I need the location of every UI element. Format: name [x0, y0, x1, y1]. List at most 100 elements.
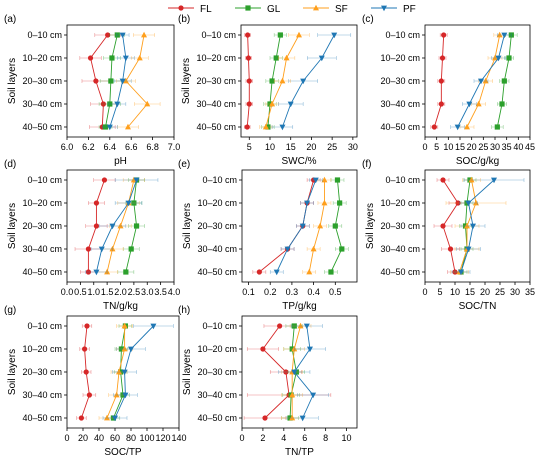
data-point: [86, 392, 92, 398]
data-point: [277, 323, 283, 329]
y-tick-label: 40–50 cm: [380, 122, 420, 132]
x-tick-label: 20: [78, 433, 88, 443]
panel-g: (g) 0–10 cm 10–20 cm 20–30 cm 30–40 cm 40–50 …: [4, 305, 187, 458]
x-tick-label: 100: [139, 433, 154, 443]
x-axis-label: SOC/TN: [459, 301, 497, 312]
x-axis-label: pH: [114, 156, 127, 167]
panel-h: (h) 0–10 cm 10–20 cm 20–30 cm 30–40 cm 40–50 …: [178, 305, 358, 458]
y-tick-label: 20–30 cm: [197, 221, 237, 231]
y-tick-label: 20–30 cm: [196, 76, 236, 86]
data-point: [318, 55, 325, 62]
series-fl: [244, 32, 253, 130]
data-point: [114, 101, 121, 108]
panel-label: (b): [178, 14, 190, 25]
data-point: [82, 346, 88, 352]
x-tick-label: 6.6: [125, 142, 138, 152]
data-point: [93, 200, 100, 206]
data-point: [287, 101, 294, 108]
data-point: [262, 123, 269, 130]
data-point: [306, 268, 313, 275]
data-point: [296, 31, 302, 38]
x-tick-label: 15: [455, 142, 465, 152]
panel-b: (b) 0–10 cm 10–20 cm 20–30 cm 30–40 cm 40–50 …: [178, 14, 358, 167]
data-point: [464, 123, 470, 130]
legend-label: GL: [267, 4, 281, 15]
y-tick-label: 0–10 cm: [202, 175, 237, 185]
y-tick-label: 0–10 cm: [27, 30, 62, 40]
y-tick-label: 0–10 cm: [385, 30, 420, 40]
y-tick-label: 10–20 cm: [22, 198, 62, 208]
x-tick-label: 20: [306, 142, 316, 152]
panel-label: (h): [178, 305, 190, 316]
y-tick-label: 30–40 cm: [22, 390, 62, 400]
x-tick-label: 35: [525, 287, 535, 297]
x-tick-label: 5: [247, 142, 252, 152]
x-tick-label: 40: [513, 142, 523, 152]
data-point: [116, 368, 122, 375]
legend-marker: [381, 5, 387, 12]
data-point: [473, 199, 479, 206]
y-tick-label: 0–10 cm: [201, 30, 236, 40]
data-point: [98, 246, 105, 253]
series-fl: [252, 177, 321, 275]
y-tick-label: 40–50 cm: [197, 413, 237, 423]
y-tick-label: 30–40 cm: [380, 244, 420, 254]
y-tick-label: 10–20 cm: [197, 198, 237, 208]
x-tick-label: 5: [437, 287, 442, 297]
data-point: [119, 78, 126, 85]
x-tick-label: 20: [480, 287, 490, 297]
data-point: [291, 369, 298, 376]
legend-label: SF: [335, 4, 348, 15]
data-point: [299, 223, 306, 230]
y-tick-label: 30–40 cm: [380, 99, 420, 109]
data-point: [279, 77, 286, 84]
data-point: [284, 246, 291, 253]
data-point: [121, 322, 128, 329]
data-point: [106, 124, 113, 131]
data-point: [141, 31, 148, 38]
legend-marker: [313, 4, 319, 11]
data-point: [245, 55, 252, 61]
series-pf: [278, 323, 330, 422]
legend-label: PF: [403, 4, 416, 15]
panel-label: (e): [178, 159, 190, 170]
data-point: [466, 101, 473, 108]
data-point: [440, 223, 446, 229]
y-tick-label: 30–40 cm: [197, 244, 237, 254]
data-point: [78, 415, 84, 421]
panel-label: (g): [4, 305, 16, 316]
panel-a: (a) 0–10 cm 10–20 cm 20–30 cm 30–40 cm 40–50 …: [4, 14, 180, 167]
data-point: [104, 414, 110, 421]
x-tick-label: 1.0: [87, 287, 100, 297]
data-point: [470, 223, 476, 230]
series-pf: [102, 32, 135, 131]
x-axis-label: SOC/g/kg: [456, 156, 499, 167]
data-point: [122, 77, 129, 84]
x-axis-label: TN/TP: [285, 447, 314, 458]
y-tick-label: 20–30 cm: [22, 76, 62, 86]
data-point: [464, 222, 470, 229]
data-point: [306, 346, 313, 353]
data-point: [277, 32, 283, 38]
y-tick-label: 10–20 cm: [380, 53, 420, 63]
y-tick-label: 10–20 cm: [22, 344, 62, 354]
data-point: [458, 269, 464, 276]
y-tick-label: 10–20 cm: [380, 198, 420, 208]
data-point: [334, 177, 341, 183]
x-tick-label: 2.0: [114, 287, 127, 297]
data-point: [465, 246, 472, 253]
x-tick-label: 5: [434, 142, 439, 152]
x-tick-label: 15: [465, 287, 475, 297]
y-axis-label: Soil layers: [181, 58, 192, 104]
data-point: [438, 78, 444, 84]
x-tick-label: 4: [281, 433, 286, 443]
data-point: [85, 246, 91, 252]
x-tick-label: 4.0: [168, 287, 181, 297]
data-point: [447, 246, 454, 252]
x-tick-label: 80: [126, 433, 136, 443]
y-tick-label: 30–40 cm: [22, 244, 62, 254]
y-tick-label: 40–50 cm: [22, 413, 62, 423]
y-tick-label: 40–50 cm: [196, 122, 236, 132]
data-point: [495, 55, 502, 62]
x-tick-label: 10: [450, 287, 460, 297]
